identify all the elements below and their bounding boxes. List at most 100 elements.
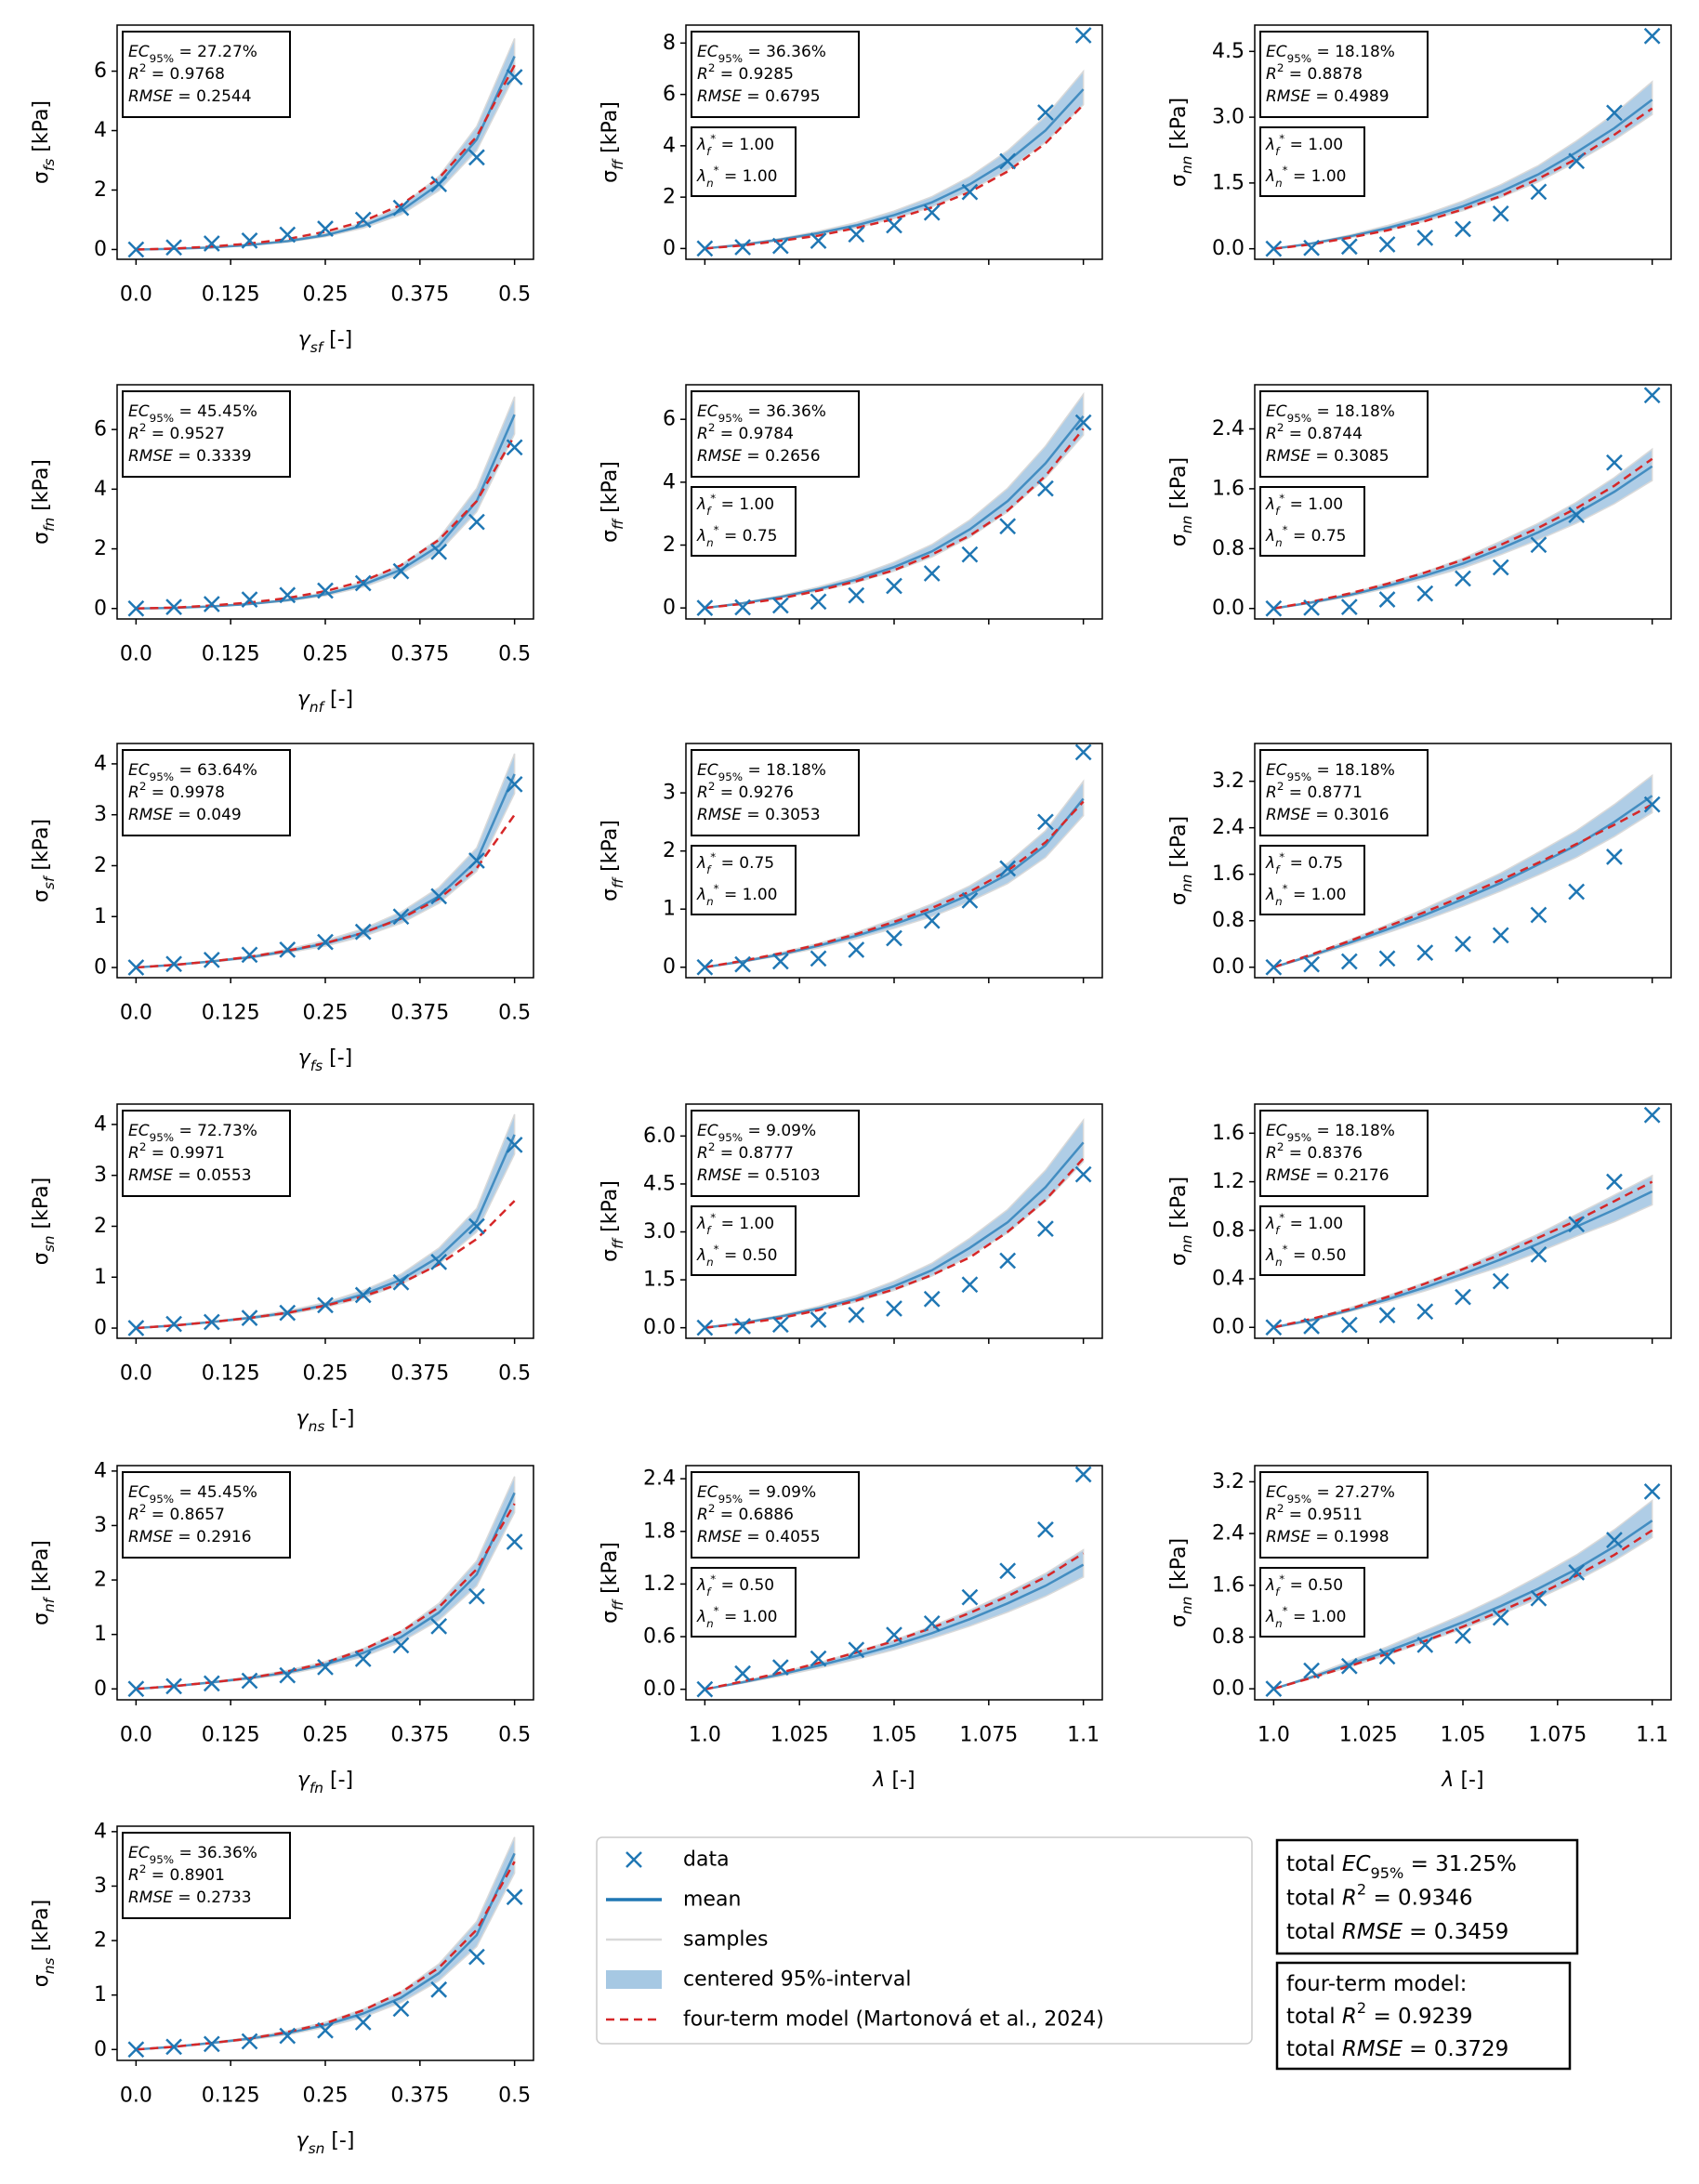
text-part: ff — [610, 1599, 626, 1611]
data-point — [203, 1675, 220, 1692]
text-part: EC — [1266, 1483, 1287, 1502]
params-box — [691, 486, 797, 557]
data-point — [279, 586, 296, 604]
x-axis-label: λ [-] — [1441, 1769, 1483, 1792]
text-part: σ — [1167, 533, 1191, 546]
text-part: f — [1275, 1224, 1281, 1237]
text-part: = 45.45% — [174, 1483, 257, 1502]
text-part: nn — [1179, 156, 1195, 175]
data-point — [961, 183, 979, 201]
x-axis-label: γfs [-] — [298, 1046, 353, 1075]
legend-label: samples — [683, 1928, 768, 1952]
x-tick-label: 0.5 — [498, 643, 531, 666]
text-part: = 0.8771 — [1284, 783, 1363, 802]
y-tick-label: 0.0 — [1212, 597, 1245, 620]
text-part: 95% — [150, 52, 174, 65]
y-tick-label: 2 — [94, 178, 107, 202]
data-point — [241, 946, 258, 964]
text-part: = 72.73% — [174, 1122, 257, 1140]
text-part: RMSE — [1266, 1166, 1310, 1185]
y-tick-label: 4 — [663, 134, 676, 157]
text-part: 95% — [1371, 1864, 1404, 1882]
text-part: 2 — [1277, 1502, 1284, 1515]
data-point — [506, 1533, 523, 1550]
text-part: = 0.8744 — [1284, 425, 1363, 443]
y-tick-label: 0.0 — [643, 1316, 676, 1339]
text-part: [kPa] — [30, 819, 53, 877]
text-part: RMSE — [697, 806, 742, 824]
y-tick-label: 2 — [94, 854, 107, 877]
text-part: 95% — [718, 1131, 743, 1144]
data-point — [1568, 883, 1586, 901]
text-part: = 1.00 — [1284, 136, 1343, 154]
text-part: = 0.8777 — [715, 1144, 794, 1163]
text-part: = 0.0553 — [173, 1166, 252, 1185]
data-point — [241, 1309, 258, 1326]
text-part: * — [714, 523, 719, 536]
text-part: σ — [30, 171, 53, 184]
text-part: 2 — [708, 421, 716, 434]
x-tick-label: 1.05 — [1441, 1724, 1486, 1747]
x-tick-label: 0.0 — [120, 1002, 152, 1025]
data-point — [1606, 104, 1623, 122]
y-tick-label: 1.6 — [1212, 862, 1245, 886]
totals-text: total R2 = 0.9346 — [1286, 1881, 1473, 1911]
data-point — [203, 1313, 220, 1331]
data-point — [961, 546, 979, 563]
text-part: σ — [1167, 1614, 1191, 1627]
data-point — [1606, 1532, 1623, 1548]
text-part: = 0.75 — [716, 854, 774, 873]
text-part: R — [128, 1144, 139, 1163]
data-point — [203, 235, 220, 252]
text-part: f — [706, 863, 712, 876]
text-part: λ — [696, 495, 706, 514]
params-text: λn* = 1.00 — [1265, 1604, 1346, 1630]
stats-text: R2 = 0.8777 — [697, 1140, 794, 1163]
text-part: R — [1266, 425, 1277, 443]
text-part: = 0.9511 — [1284, 1506, 1363, 1524]
text-part: = 18.18% — [743, 761, 826, 780]
text-part: 2 — [708, 780, 716, 793]
text-part: EC — [128, 761, 150, 780]
y-tick-label: 2.4 — [1212, 816, 1245, 839]
params-box — [1259, 845, 1365, 915]
stats-text: RMSE = 0.5103 — [697, 1166, 821, 1185]
params-text: λf* = 0.50 — [1265, 1572, 1343, 1599]
stats-text: EC95% = 18.18% — [697, 761, 826, 783]
data-point — [1037, 1220, 1054, 1237]
text-part: n — [706, 1617, 714, 1630]
stats-text: RMSE = 0.1998 — [1266, 1528, 1389, 1546]
y-tick-label: 2 — [94, 1569, 107, 1592]
data-point — [354, 923, 372, 941]
text-part: σ — [30, 1974, 53, 1987]
data-point — [734, 955, 751, 973]
stats-box — [122, 31, 291, 118]
text-part: [kPa] — [30, 1540, 53, 1599]
text-part: 95% — [1287, 412, 1311, 425]
text-part: = 0.049 — [173, 806, 242, 824]
text-part: = 1.00 — [716, 1215, 774, 1233]
data-point — [1037, 480, 1054, 497]
text-part: n — [1275, 177, 1283, 190]
text-part: λ — [696, 167, 706, 186]
data-point — [771, 1316, 789, 1334]
data-point — [241, 231, 258, 249]
data-point — [848, 586, 865, 604]
text-part: γ — [297, 1769, 310, 1792]
data-point — [886, 577, 902, 595]
x-tick-label: 0.0 — [120, 2085, 152, 2108]
data-point — [354, 574, 372, 592]
model-line — [1273, 107, 1653, 250]
legend-marker — [606, 1970, 662, 1989]
text-part: 95% — [1287, 1493, 1311, 1506]
y-tick-label: 0 — [94, 238, 107, 261]
y-tick-label: 2 — [663, 186, 676, 209]
data-point — [1340, 953, 1358, 970]
model-line — [136, 813, 516, 969]
data-point — [1340, 1316, 1358, 1334]
data-point — [771, 1659, 789, 1676]
text-part: RMSE — [697, 1166, 742, 1185]
text-part: n — [706, 536, 714, 549]
y-axis-label: σns [kPa] — [30, 1900, 59, 1987]
data-point — [392, 1637, 410, 1654]
